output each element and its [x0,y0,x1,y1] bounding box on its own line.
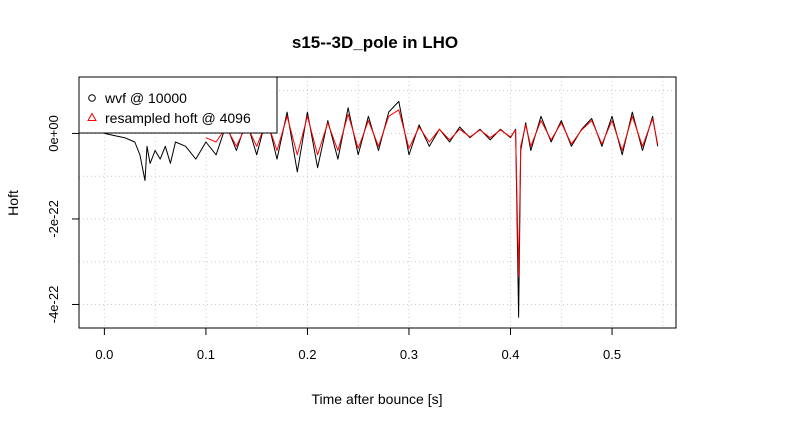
plot-area [104,100,659,318]
y-axis-label: Hoft [5,190,21,216]
x-tick-label: 0.2 [298,347,316,362]
y-tick-label: 0e+00 [46,115,61,152]
legend-label-resampled: resampled hoft @ 4096 [105,110,251,126]
legend: wvf @ 10000 resampled hoft @ 4096 [78,76,278,134]
legend-triangle-icon [87,112,97,121]
x-axis-label: Time after bounce [s] [312,391,443,407]
x-tick-label: 0.5 [603,347,621,362]
x-tick-label: 0.1 [197,347,215,362]
series-line-resampled-hoft [205,109,659,278]
legend-label-wvf: wvf @ 10000 [104,90,187,106]
y-tick-label: -4e-22 [46,286,61,324]
x-tick-label: 0.3 [400,347,418,362]
x-axis: 0.0 0.1 0.2 0.3 0.4 0.5 [95,327,621,362]
y-tick-label: -2e-22 [46,200,61,238]
x-tick-label: 0.0 [95,347,113,362]
legend-box [78,76,278,134]
chart-title: s15--3D_pole in LHO [292,33,458,52]
x-tick-label: 0.4 [501,347,519,362]
legend-circle-icon [88,94,96,102]
y-axis: -4e-22 -2e-22 0e+00 [46,115,80,324]
